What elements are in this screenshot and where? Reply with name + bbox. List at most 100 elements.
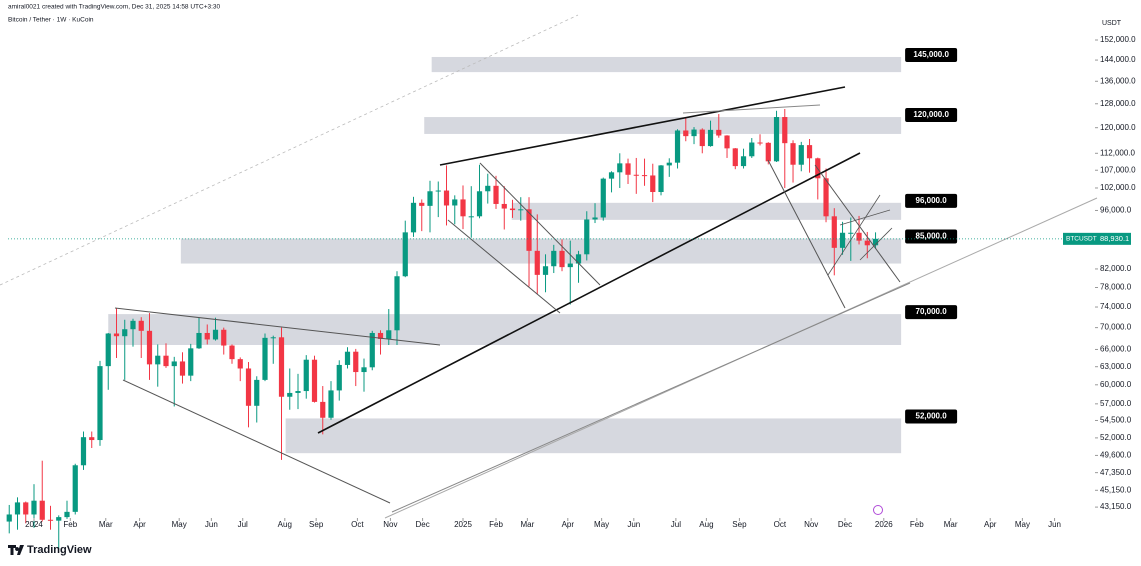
candle-body: [311, 359, 318, 402]
x-tick-label: 2024: [25, 520, 43, 529]
y-tick-label: 102,000.0: [1100, 183, 1136, 192]
candle-body: [237, 359, 243, 369]
x-tick-label: Feb: [63, 520, 77, 529]
zone: [431, 56, 902, 73]
series-layer: [6, 56, 902, 550]
candle-body: [460, 199, 466, 217]
candle-body: [6, 514, 12, 522]
candle-body: [534, 250, 540, 275]
trendline: [0, 14, 579, 286]
level-label-box: [905, 193, 958, 208]
brand-logo: TradingView: [8, 544, 92, 556]
candle-body: [89, 437, 95, 441]
last-price-label: 88,930.1: [1100, 234, 1129, 243]
candle-body: [674, 130, 681, 163]
y-tick-label: 112,000.0: [1100, 148, 1136, 157]
last-price-name: BTCUSDT: [1066, 236, 1097, 243]
trendline: [447, 219, 561, 314]
x-tick-label: May: [1015, 520, 1030, 529]
candle-body: [551, 250, 557, 267]
x-tick-label: Mar: [520, 520, 534, 529]
last-price-box: [1063, 232, 1131, 245]
y-tick-label: 63,000.0: [1100, 362, 1132, 371]
zone: [180, 238, 902, 264]
candle-body: [386, 330, 392, 339]
candle-body: [864, 240, 870, 246]
y-tick-label: 152,000.0: [1100, 35, 1136, 44]
trendline: [122, 379, 391, 504]
y-tick-label: 52,000.0: [1100, 433, 1132, 442]
candle-body: [262, 337, 268, 380]
candle-body: [245, 368, 252, 406]
level-label: 120,000.0: [913, 110, 949, 119]
y-tick-label: 82,000.0: [1100, 264, 1132, 273]
x-tick-label: 2026: [875, 520, 893, 529]
event-icon: [873, 505, 883, 515]
candle-body: [683, 130, 689, 137]
candle-body: [592, 217, 598, 220]
x-tick-label: Apr: [133, 520, 146, 529]
candle-body: [361, 367, 367, 373]
logo-icon: [8, 545, 24, 555]
candle-body: [72, 465, 78, 512]
candle-body: [798, 145, 804, 165]
trendline: [317, 152, 861, 434]
candle-body: [229, 345, 235, 360]
trendline: [814, 164, 901, 283]
chart-title: Bitcoin / Tether · 1W · KuCoin: [8, 17, 94, 24]
y-tick-label: 120,000.0: [1100, 123, 1136, 132]
level-label: 96,000.0: [916, 196, 948, 205]
candle-body: [80, 437, 87, 466]
candle-body: [47, 519, 54, 521]
x-tick-label: Sep: [732, 520, 747, 529]
y-tick-label: 144,000.0: [1100, 55, 1136, 64]
candle-body: [584, 219, 590, 255]
candle-body: [196, 332, 202, 349]
candle-body: [56, 517, 62, 521]
x-tick-label: Feb: [489, 520, 503, 529]
candle-body: [650, 175, 656, 193]
candle-body: [254, 379, 260, 406]
x-tick-label: Oct: [774, 520, 787, 529]
level-label: 145,000.0: [913, 50, 949, 59]
candle-body: [872, 238, 879, 246]
x-tick-label: Aug: [278, 520, 292, 529]
candle-body: [666, 162, 672, 166]
candle-body: [567, 263, 573, 268]
trendline: [839, 209, 891, 226]
candle-body: [831, 216, 837, 248]
y-tick-label: 128,000.0: [1100, 99, 1136, 108]
candle-body: [188, 348, 194, 376]
candle-body: [707, 129, 714, 147]
candle-body: [765, 142, 771, 162]
level-label-box: [905, 229, 958, 244]
candle-body: [625, 163, 631, 175]
candle-body: [221, 329, 227, 346]
candle-body: [501, 203, 507, 209]
y-tick-label: 60,000.0: [1100, 380, 1132, 389]
candle-body: [633, 174, 639, 176]
candle-body: [163, 355, 169, 367]
candle-body: [790, 143, 796, 165]
y-tick-label: 54,500.0: [1100, 416, 1132, 425]
candle-body: [105, 333, 111, 367]
candle-body: [14, 502, 21, 515]
trendline: [439, 86, 846, 166]
candle-body: [617, 163, 623, 173]
currency: USDT: [1102, 20, 1122, 27]
trendline: [479, 162, 601, 286]
zone: [511, 202, 902, 220]
candle-body: [699, 129, 705, 147]
x-tick-label: Feb: [910, 520, 924, 529]
candle-body: [377, 332, 384, 339]
level-label-box: [905, 108, 958, 123]
candle-body: [526, 209, 532, 251]
x-tick-label: Dec: [415, 520, 429, 529]
x-tick-label: Jun: [1048, 520, 1061, 529]
zone: [108, 314, 902, 345]
candle-body: [749, 142, 755, 157]
candle-body: [641, 175, 648, 177]
candle-body: [138, 320, 144, 331]
candle-body: [410, 202, 417, 233]
